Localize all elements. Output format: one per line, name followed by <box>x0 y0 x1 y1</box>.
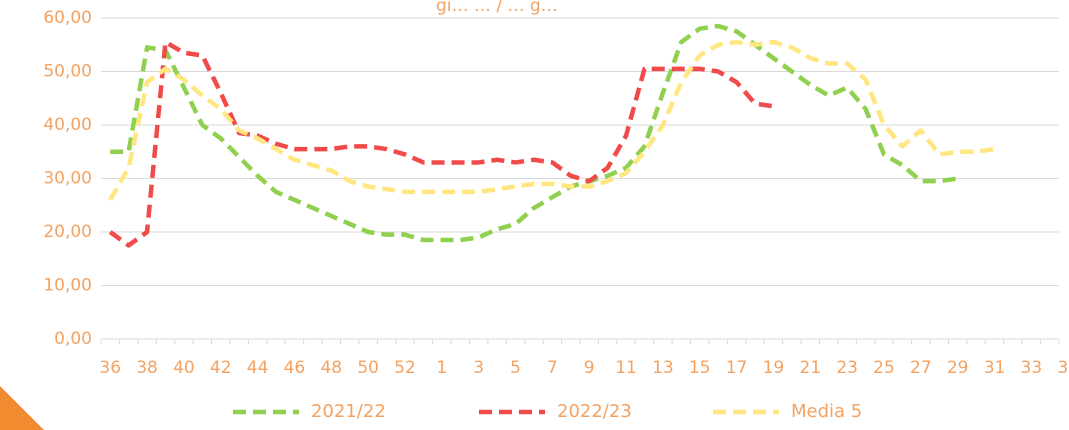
x-tick-label: 52 <box>394 358 416 378</box>
legend-label: Media 5 <box>791 401 862 422</box>
y-tick-label: 60,00 <box>43 8 92 28</box>
x-tick-label: 29 <box>947 358 969 378</box>
x-tick-label: 23 <box>836 358 858 378</box>
corner-accent-shape <box>0 386 44 430</box>
x-tick-label: 19 <box>763 358 785 378</box>
x-tick-label: 31 <box>984 358 1006 378</box>
series-line <box>108 39 774 248</box>
legend-label: 2021/22 <box>311 401 386 422</box>
y-tick-label: 30,00 <box>43 169 92 189</box>
legend: 2021/22 2022/23 Media 5 <box>233 401 862 422</box>
x-tick-label: 3 <box>473 358 484 378</box>
gridlines <box>101 17 1059 286</box>
x-tick-label: 35 <box>1057 358 1069 378</box>
x-tick-label: 38 <box>136 358 158 378</box>
x-tick-label: 46 <box>284 358 306 378</box>
y-tick-label: 0,00 <box>54 329 92 349</box>
series-line <box>108 39 995 202</box>
y-tick-label: 20,00 <box>43 222 92 242</box>
y-tick-label: 50,00 <box>43 62 92 82</box>
x-tick-label: 7 <box>547 358 558 378</box>
series-lines <box>108 23 995 248</box>
chart-title-fragment: gi… … / … g… <box>436 0 558 16</box>
x-tick-label: 21 <box>799 358 821 378</box>
legend-label: 2022/23 <box>557 401 632 422</box>
y-axis-ticks: 0,00 10,00 20,00 30,00 40,00 50,00 60,00 <box>43 8 92 349</box>
x-tick-label: 44 <box>247 358 269 378</box>
x-tick-label: 1 <box>436 358 447 378</box>
x-tick-label: 9 <box>584 358 595 378</box>
x-tick-label: 15 <box>689 358 711 378</box>
y-tick-label: 10,00 <box>43 276 92 296</box>
series-line <box>110 23 958 243</box>
x-tick-label: 17 <box>726 358 748 378</box>
x-tick-label: 36 <box>99 358 121 378</box>
x-tick-label: 40 <box>173 358 195 378</box>
x-tick-label: 5 <box>510 358 521 378</box>
x-axis: 36 38 40 42 44 46 48 50 52 1 3 5 7 9 11 13 15 17 19 21 23 25 2… <box>99 338 1069 378</box>
x-tick-label: 48 <box>320 358 342 378</box>
x-tick-label: 25 <box>873 358 895 378</box>
x-tick-label: 13 <box>652 358 674 378</box>
x-tick-label: 27 <box>910 358 932 378</box>
x-tick-label: 50 <box>357 358 379 378</box>
x-tick-label: 33 <box>1021 358 1043 378</box>
x-tick-label: 42 <box>210 358 232 378</box>
y-tick-label: 40,00 <box>43 115 92 135</box>
x-tick-label: 11 <box>615 358 637 378</box>
